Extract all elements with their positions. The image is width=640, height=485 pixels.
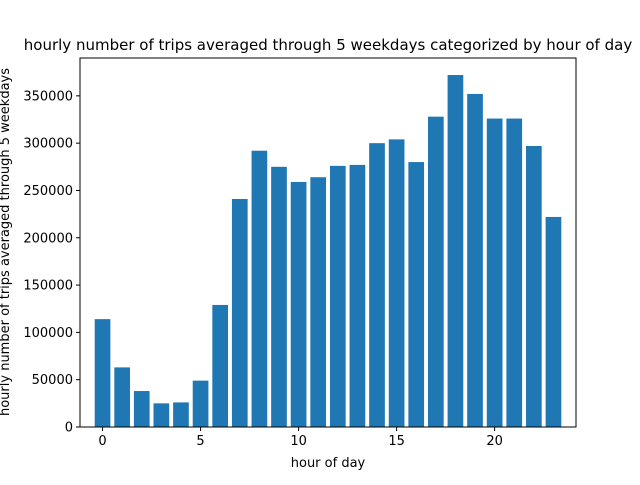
y-tick-label: 350000 xyxy=(23,89,73,104)
x-tick-label: 10 xyxy=(290,434,307,449)
bar-hour-20 xyxy=(486,118,503,428)
bar-hour-19 xyxy=(467,93,483,427)
y-axis-ticks: 0 50000 100000 150000 200000 250000 300000 3500… xyxy=(23,89,80,436)
y-axis-label: hourly number of trips averaged through … xyxy=(0,68,13,416)
y-tick-label: 0 xyxy=(65,421,73,436)
y-tick-label: 100000 xyxy=(23,326,73,341)
bar-hour-5 xyxy=(192,380,209,427)
bar-hour-11 xyxy=(310,177,327,427)
x-tick-label: 0 xyxy=(98,434,106,449)
bar-hour-1 xyxy=(114,367,130,427)
y-tick-label: 50000 xyxy=(32,373,73,388)
y-tick-label: 250000 xyxy=(23,184,73,199)
x-tick-label: 15 xyxy=(388,434,405,449)
bar-hour-10 xyxy=(290,181,307,427)
bar-hour-4 xyxy=(173,402,189,427)
bar-hour-8 xyxy=(251,150,268,427)
bar-hour-14 xyxy=(369,143,385,427)
bar-hour-22 xyxy=(526,145,542,427)
y-tick-label: 300000 xyxy=(23,137,73,152)
plot-frame xyxy=(79,57,577,428)
x-tick-label: 5 xyxy=(196,434,204,449)
bar-hour-6 xyxy=(212,304,229,427)
y-tick-label: 200000 xyxy=(23,231,73,246)
bar-hour-2 xyxy=(133,391,150,427)
x-axis-label: hour of day xyxy=(291,456,366,471)
bar-hour-18 xyxy=(447,75,464,428)
bar-hour-7 xyxy=(231,198,248,427)
chart-title: hourly number of trips averaged through … xyxy=(24,36,633,54)
bar-hour-13 xyxy=(349,164,366,427)
x-tick-label: 20 xyxy=(486,434,503,449)
bar-hour-3 xyxy=(153,403,170,427)
bar-hour-15 xyxy=(388,139,405,427)
y-tick-label: 150000 xyxy=(23,279,73,294)
bar-hour-12 xyxy=(329,165,346,427)
bar-hour-21 xyxy=(506,118,523,428)
bar-hour-9 xyxy=(271,166,287,428)
bar-hour-17 xyxy=(427,116,444,428)
x-axis-ticks: 0 5 10 15 20 xyxy=(98,427,503,449)
bar-hour-0 xyxy=(94,319,111,427)
bar-series xyxy=(94,75,562,428)
bar-hour-23 xyxy=(545,216,562,427)
bar-hour-16 xyxy=(408,162,425,428)
